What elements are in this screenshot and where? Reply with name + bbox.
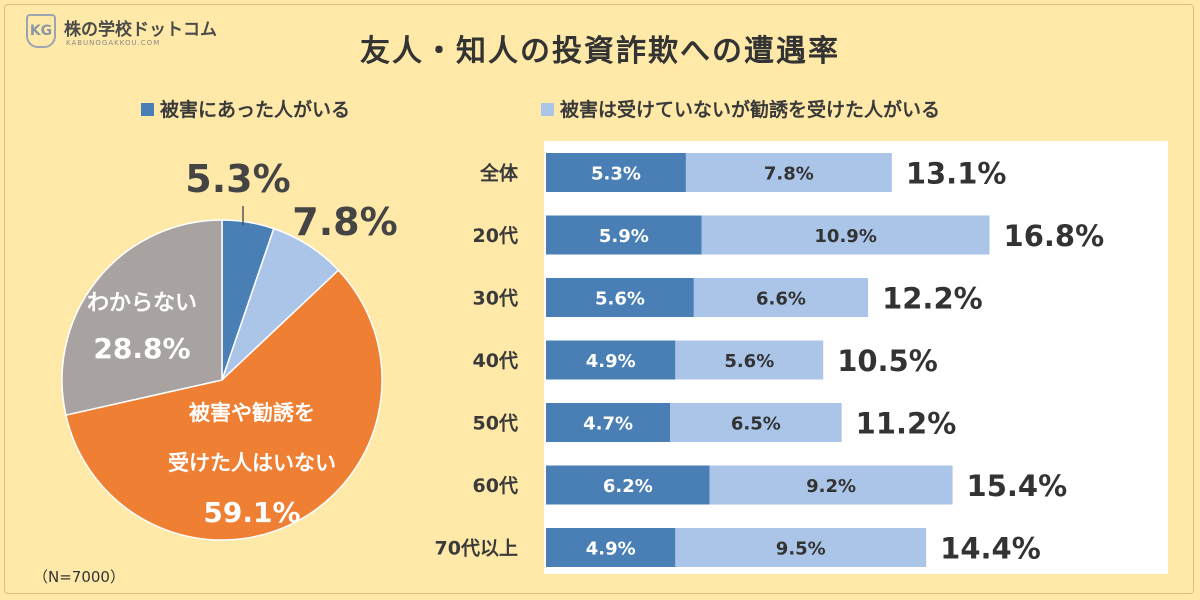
bar-victim-label: 5.6% <box>595 289 645 310</box>
logo: KG 株の学校ドットコム KABUNOGAKKOU.COM <box>26 14 266 58</box>
pie-slice-2 <box>64 269 383 541</box>
pie-slice-3 <box>61 219 223 416</box>
bar-victim-label: 5.3% <box>591 164 641 185</box>
pie-slice-label-3-0: わからない <box>87 291 197 316</box>
category-label: 30代 <box>473 288 518 310</box>
bar-victim <box>546 403 671 442</box>
pie-slice-label-2-1: 受けた人はいない <box>168 451 336 475</box>
legend-solicited: 被害は受けていないが勧誘を受けた人がいる <box>541 95 940 122</box>
bar-total-label: 14.4% <box>940 532 1041 566</box>
pie-value-label-1: 7.8% <box>292 200 397 244</box>
bar-solicited-label: 9.5% <box>776 539 826 560</box>
legend-solicited-label: 被害は受けていないが勧誘を受けた人がいる <box>560 99 941 121</box>
bar-total-label: 13.1% <box>906 157 1007 191</box>
bar-total-label: 11.2% <box>856 407 957 441</box>
bar-solicited <box>685 153 892 192</box>
bar-total-label: 15.4% <box>967 469 1068 503</box>
bar-solicited <box>670 403 842 442</box>
legend-swatch-victim <box>141 103 154 116</box>
bar-solicited-label: 6.5% <box>731 414 781 435</box>
bar-solicited <box>693 278 869 317</box>
bar-victim <box>546 153 686 192</box>
legend-swatch-solicited <box>541 103 554 116</box>
bar-solicited <box>701 215 990 255</box>
logo-subtitle: KABUNOGAKKOU.COM <box>66 39 161 47</box>
category-label: 60代 <box>473 475 518 497</box>
bar-total-label: 16.8% <box>1004 219 1105 253</box>
category-label: 40代 <box>473 350 518 372</box>
bar-victim <box>546 215 702 255</box>
bar-victim-label: 4.9% <box>586 539 636 560</box>
bar-solicited <box>675 340 824 380</box>
legend-victim: 被害にあった人がいる <box>141 95 350 122</box>
bar-victim-label: 6.2% <box>603 476 653 497</box>
bar-victim <box>546 340 676 380</box>
category-label: 50代 <box>473 413 518 435</box>
bar-victim <box>546 465 710 505</box>
bar-solicited-label: 10.9% <box>814 226 876 247</box>
pie-value-label-3: 28.8% <box>93 332 190 365</box>
logo-name: 株の学校ドットコム <box>64 20 217 40</box>
bar-solicited <box>675 528 927 567</box>
chart-frame <box>4 4 1194 594</box>
bar-victim <box>546 528 676 567</box>
chart-title: 友人・知人の投資詐欺への遭遇率 <box>360 34 840 69</box>
pie-value-label-2: 59.1% <box>203 496 300 529</box>
legend-victim-label: 被害にあった人がいる <box>160 99 351 121</box>
pie-slice-label-2-0: 被害や勧誘を <box>189 401 315 425</box>
category-label: 20代 <box>473 225 518 247</box>
logo-shield-icon: KG <box>26 14 56 48</box>
pie-value-label-0: 5.3% <box>185 157 290 201</box>
bar-victim-label: 4.7% <box>583 414 633 435</box>
bar-total-label: 12.2% <box>882 282 983 316</box>
sample-size-note: （N=7000） <box>33 568 125 586</box>
bar-solicited <box>709 465 953 505</box>
bar-solicited-label: 6.6% <box>756 289 806 310</box>
category-label: 全体 <box>479 162 519 185</box>
bar-total-label: 10.5% <box>837 344 938 378</box>
bar-victim-label: 5.9% <box>599 226 649 247</box>
category-label: 70代以上 <box>435 538 518 560</box>
bar-victim <box>546 278 694 317</box>
bar-solicited-label: 7.8% <box>764 164 814 185</box>
bar-solicited-label: 5.6% <box>724 351 774 372</box>
bar-victim-label: 4.9% <box>586 351 636 372</box>
bar-solicited-label: 9.2% <box>806 476 856 497</box>
